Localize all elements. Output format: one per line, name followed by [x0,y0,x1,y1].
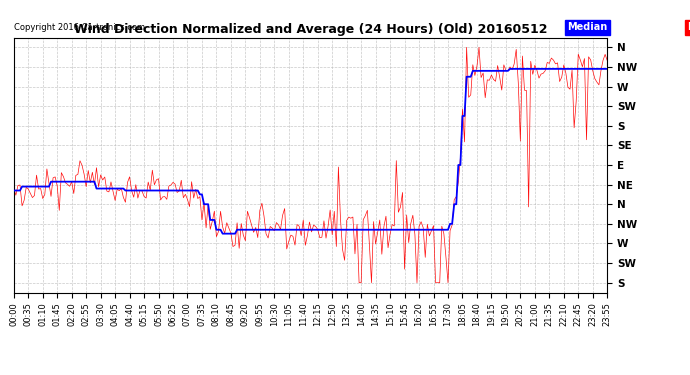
Text: Copyright 2016 Cartronics.com: Copyright 2016 Cartronics.com [14,23,145,32]
Text: Median: Median [567,22,607,32]
Text: Direction: Direction [687,22,690,32]
Title: Wind Direction Normalized and Average (24 Hours) (Old) 20160512: Wind Direction Normalized and Average (2… [74,23,547,36]
